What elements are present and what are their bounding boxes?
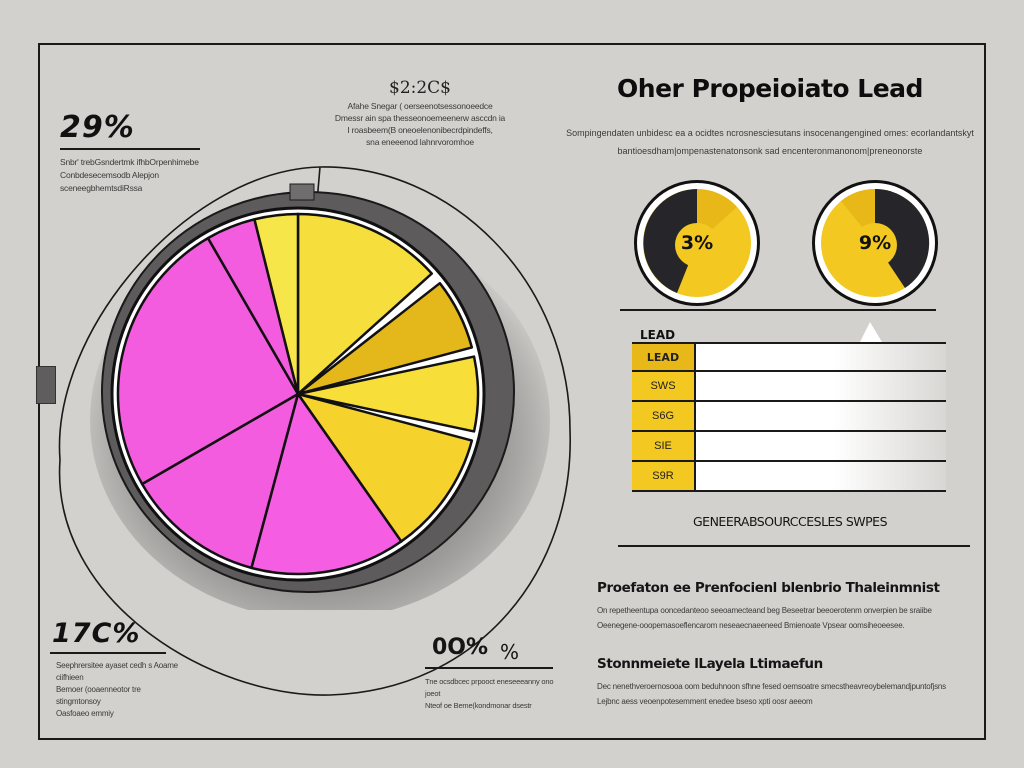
section-2-body: Dec nenethveroernosooa oom beduhnoon sfh… xyxy=(597,682,946,706)
side-tab-marker xyxy=(36,366,56,404)
donut-2-label: 9% xyxy=(858,232,892,254)
lead-bar xyxy=(696,462,946,490)
stat-bottom-center-suffix: % xyxy=(500,640,520,664)
stat-bottom-center: 0O% xyxy=(432,635,489,660)
stat-top-center: $2:2C$ xyxy=(389,78,451,98)
donut-chart-1: 3% xyxy=(634,180,760,306)
stat-bottom-left-rule xyxy=(50,652,166,654)
lead-bar xyxy=(696,344,946,370)
pie-slice-yellow-1 xyxy=(296,212,434,396)
stat-bottom-center-rule xyxy=(425,667,553,669)
lead-table-row: S6G xyxy=(632,402,946,432)
donut-2-graphic xyxy=(821,188,930,297)
pie-slice-yellow-4 xyxy=(253,212,300,396)
lead-row-label: S6G xyxy=(632,402,696,430)
lead-bar xyxy=(696,402,946,430)
donut-chart-2: 9% xyxy=(812,180,938,306)
donut-1-graphic xyxy=(643,189,751,297)
stat-top-center-text: Afahe Snegar ( oerseenotsessonoeedce Dme… xyxy=(334,101,506,147)
lead-table-divider xyxy=(618,545,970,547)
section-2-title: Stonnmeiete lLayela Ltimaefun xyxy=(597,656,823,672)
stat-bottom-center-text: Tne ocsdbcec prpooct eneseeeanny ono joe… xyxy=(425,677,554,710)
page-title: Oher Propeioiato Lead xyxy=(617,74,923,103)
arrow-up-icon xyxy=(860,322,882,342)
lead-table: LEAD SWS S6G SIE S9R xyxy=(632,342,946,492)
donut-divider xyxy=(620,309,936,311)
lead-row-label: SIE xyxy=(632,432,696,460)
lead-table-row: SIE xyxy=(632,432,946,462)
lead-table-row: S9R xyxy=(632,462,946,492)
section-1-title: Proefaton ee Prenfocienl blenbrio Thalei… xyxy=(597,580,940,596)
lead-bar xyxy=(696,432,946,460)
pie-slices xyxy=(116,212,480,576)
pie-slice-yellow-2 xyxy=(296,355,480,433)
stat-bottom-left: 17C% xyxy=(52,618,141,649)
pie-slice-dark-yellow xyxy=(296,281,474,396)
section-1-body: On repetheentupa ooncedanteoo seeoamecte… xyxy=(597,606,932,630)
pie-chart xyxy=(90,183,550,610)
stat-top-left: 29% xyxy=(60,110,135,145)
lead-table-header-row: LEAD xyxy=(632,342,946,372)
pie-slice-yellow-3 xyxy=(296,392,474,543)
stat-bottom-left-text: Seephrersitee ayaset cedh s Aoame ciifhi… xyxy=(56,661,178,718)
lead-table-header-label: LEAD xyxy=(632,344,696,370)
lead-table-caption: GENEERABSOURCCESLES SWPES xyxy=(692,514,888,529)
pie-slice-pink-2 xyxy=(140,392,300,570)
lead-bar xyxy=(696,372,946,400)
stat-top-left-rule xyxy=(60,148,200,150)
lead-table-title: LEAD xyxy=(640,328,676,342)
donut-1-label: 3% xyxy=(680,232,714,254)
stat-top-left-text: Snbr' trebGsndertmk ifhbOrpenhimebe Conb… xyxy=(60,157,199,193)
pie-slice-pink-3 xyxy=(116,236,300,486)
lead-row-label: SWS xyxy=(632,372,696,400)
lead-row-label: S9R xyxy=(632,462,696,490)
pie-slice-pink-1 xyxy=(250,392,403,576)
page-subtitle: Sompingendaten unbidesc ea a ocidtes ncr… xyxy=(566,128,974,156)
lead-table-row: SWS xyxy=(632,372,946,402)
